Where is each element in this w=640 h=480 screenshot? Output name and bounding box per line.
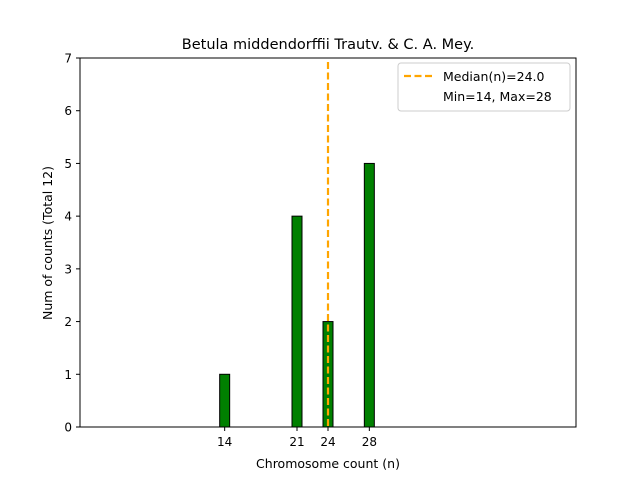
- x-tick-label: 28: [362, 435, 377, 449]
- y-tick-label: 3: [64, 262, 72, 276]
- y-tick-label: 0: [64, 421, 72, 435]
- bar-28: [363, 162, 375, 428]
- x-tick-label: 14: [217, 435, 232, 449]
- y-tick-label: 7: [64, 52, 72, 66]
- legend-median-label: Median(n)=24.0: [443, 69, 544, 84]
- y-tick-label: 5: [64, 157, 72, 171]
- bar-21: [291, 215, 303, 428]
- legend: Median(n)=24.0 Min=14, Max=28: [397, 62, 571, 112]
- legend-range-label: Min=14, Max=28: [443, 89, 552, 104]
- bars: [219, 162, 375, 428]
- y-tick-label: 2: [64, 315, 72, 329]
- x-tick-label: 24: [320, 435, 335, 449]
- y-tick-label: 4: [64, 210, 72, 224]
- x-axis-label: Chromosome count (n): [256, 456, 400, 471]
- chart-title: Betula middendorffii Trautv. & C. A. Mey…: [182, 37, 474, 53]
- y-tick-label: 6: [64, 104, 72, 118]
- y-tick-label: 1: [64, 368, 72, 382]
- x-tick-label: 21: [289, 435, 304, 449]
- y-axis-label: Num of counts (Total 12): [40, 166, 55, 320]
- y-ticks: 0 1 2 3 4 5 6 7: [64, 52, 80, 435]
- legend-box: [397, 62, 571, 112]
- x-ticks: 14 21 24 28: [217, 427, 377, 449]
- bar-14: [219, 373, 231, 428]
